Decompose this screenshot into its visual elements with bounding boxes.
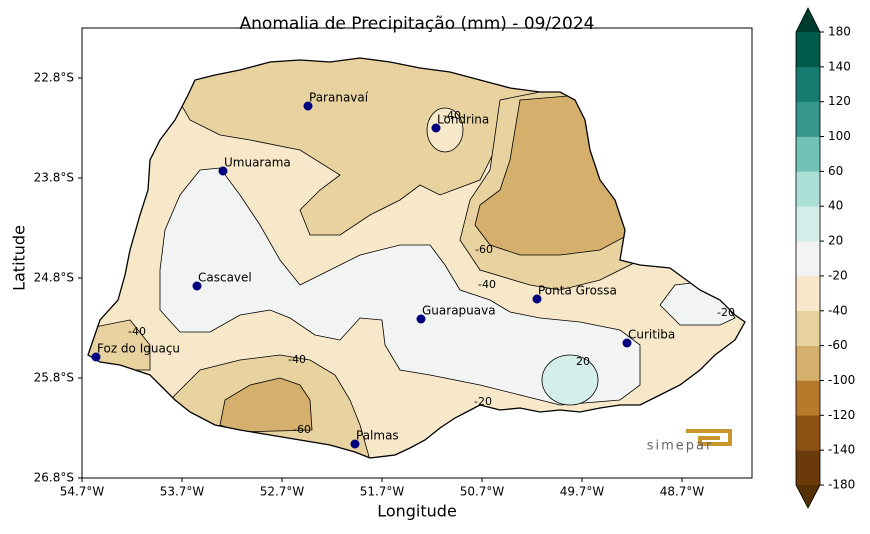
city-label: Guarapuava — [422, 304, 496, 318]
city-marker — [91, 352, 101, 362]
contour-label: -60 — [475, 243, 493, 256]
colorbar-bin — [796, 310, 820, 346]
x-tick-label: 50.7°W — [460, 485, 505, 499]
colorbar-tick-label: -20 — [828, 268, 848, 282]
y-tick-label: 26.8°S — [34, 471, 74, 485]
city-marker — [532, 294, 542, 304]
anomaly-region — [159, 167, 641, 406]
colorbar-tick-label: -140 — [828, 443, 855, 457]
city-label: Curitiba — [628, 328, 675, 342]
colorbar-tick-label: -100 — [828, 373, 855, 387]
colorbar-bin — [796, 206, 820, 242]
colorbar-bin — [796, 101, 820, 137]
colorbar-bin — [796, 136, 820, 172]
y-axis-label: Latitude — [10, 225, 29, 291]
y-tick-label: 22.8°S — [34, 71, 74, 85]
city-marker — [350, 439, 360, 449]
colorbar-extend — [796, 8, 820, 32]
anomaly-region — [541, 354, 599, 406]
city-marker — [303, 101, 313, 111]
city-marker — [416, 314, 426, 324]
contour-label: -40 — [128, 325, 146, 338]
city-label: Cascavel — [198, 271, 252, 285]
city-label: Palmas — [356, 429, 399, 443]
colorbar-bin — [796, 32, 820, 68]
y-tick-label: 24.8°S — [34, 271, 74, 285]
colorbar-tick-label: 20 — [828, 234, 843, 248]
city-label: Paranavaí — [309, 91, 369, 105]
colorbar-tick-label: -60 — [828, 338, 848, 352]
x-tick-label: 48.7°W — [660, 485, 705, 499]
contour-label: -20 — [717, 306, 735, 319]
colorbar-tick-label: 60 — [828, 164, 843, 178]
x-tick-label: 53.7°W — [160, 485, 205, 499]
contour-label: -20 — [474, 395, 492, 408]
colorbar-bin — [796, 450, 820, 486]
colorbar-tick-label: -40 — [828, 303, 848, 317]
logo-mark — [686, 429, 732, 446]
x-axis-label: Longitude — [377, 502, 457, 521]
x-tick-label: 52.7°W — [260, 485, 305, 499]
colorbar-bin — [796, 275, 820, 312]
y-tick-label: 25.8°S — [34, 371, 74, 385]
city-label: Ponta Grossa — [538, 284, 617, 298]
contour-label: 20 — [576, 355, 590, 368]
colorbar-tick-label: -180 — [828, 478, 855, 492]
y-tick-label: 23.8°S — [34, 171, 74, 185]
x-tick-label: 54.7°W — [60, 485, 105, 499]
chart-title: Anomalia de Precipitação (mm) - 09/2024 — [240, 14, 595, 34]
colorbar-bin — [796, 415, 820, 451]
colorbar-tick-label: -120 — [828, 408, 855, 422]
colorbar-bin — [796, 171, 820, 207]
anomaly-region — [219, 377, 313, 433]
colorbar-bin — [796, 241, 820, 277]
colorbar-tick-label: 100 — [828, 129, 851, 143]
anomaly-region — [426, 107, 464, 153]
x-tick-label: 49.7°W — [560, 485, 605, 499]
colorbar-tick-label: 140 — [828, 59, 851, 73]
city-label: Londrina — [437, 113, 489, 127]
city-label: Foz do Iguaçu — [97, 342, 180, 356]
colorbar-bin — [796, 345, 820, 381]
city-label: Umuarama — [224, 156, 291, 170]
logo: simepar — [647, 429, 732, 454]
contour-label: -40 — [288, 353, 306, 366]
colorbar-extend — [796, 485, 820, 508]
x-tick-label: 51.7°W — [360, 485, 405, 499]
contour-label: -40 — [443, 109, 461, 122]
colorbar-tick-label: 120 — [828, 94, 851, 108]
city-marker — [622, 338, 632, 348]
city-marker — [192, 281, 202, 291]
city-marker — [431, 123, 441, 133]
colorbar-tick-label: 180 — [828, 25, 851, 39]
colorbar-bin — [796, 380, 820, 416]
logo-text: simepar — [647, 439, 714, 454]
city-marker — [218, 166, 228, 176]
colorbar-bin — [796, 66, 820, 102]
colorbar-tick-label: 40 — [828, 199, 843, 213]
contour-label: -60 — [293, 423, 311, 436]
contour-label: -40 — [478, 278, 496, 291]
